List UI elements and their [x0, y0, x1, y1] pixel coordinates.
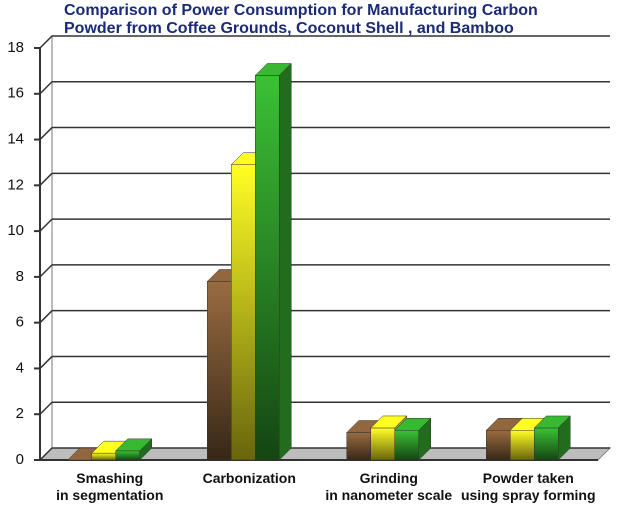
grid-line — [39, 127, 53, 141]
x-tick-label: Carbonization — [202, 470, 296, 486]
y-tick-label: 16 — [7, 85, 24, 102]
grid-line — [39, 447, 53, 461]
y-tick-label: 10 — [7, 222, 24, 239]
y-tick-label: 6 — [16, 314, 24, 331]
bar — [510, 429, 535, 461]
grid-line — [39, 172, 53, 186]
x-tick-label: Grinding in nanometer scale — [325, 470, 453, 503]
bar — [91, 452, 116, 461]
y-tick-label: 8 — [16, 268, 24, 285]
bar — [231, 164, 256, 461]
bar — [207, 281, 232, 461]
y-tick-label: 0 — [16, 451, 24, 468]
y-tick-label: 14 — [7, 131, 24, 148]
grid-line — [39, 401, 53, 415]
back-wall — [39, 34, 53, 462]
x-tick-label: Smashing in segmentation — [56, 470, 164, 503]
y-tick-label: 2 — [16, 405, 24, 422]
bar-side — [558, 415, 571, 461]
bar — [255, 75, 280, 461]
bar — [486, 429, 511, 461]
bar-side — [139, 438, 152, 461]
grid-line — [39, 218, 53, 232]
bar — [346, 432, 371, 461]
chart-title: Comparison of Power Consumption for Manu… — [64, 2, 538, 37]
bar-side — [418, 417, 431, 461]
bar — [534, 427, 559, 461]
grid-line — [39, 264, 53, 278]
y-tick-label: 12 — [7, 176, 24, 193]
y-tick-label: 4 — [16, 359, 24, 376]
bar — [115, 450, 140, 461]
x-tick-label: Powder taken using spray forming — [460, 470, 596, 503]
bar — [370, 427, 395, 461]
grid-line — [39, 355, 53, 369]
bar-side — [279, 62, 292, 461]
y-tick-label: 18 — [7, 39, 24, 56]
grid-line — [39, 310, 53, 324]
grid-line — [39, 81, 53, 95]
grid-line — [39, 35, 53, 49]
bar — [394, 429, 419, 461]
